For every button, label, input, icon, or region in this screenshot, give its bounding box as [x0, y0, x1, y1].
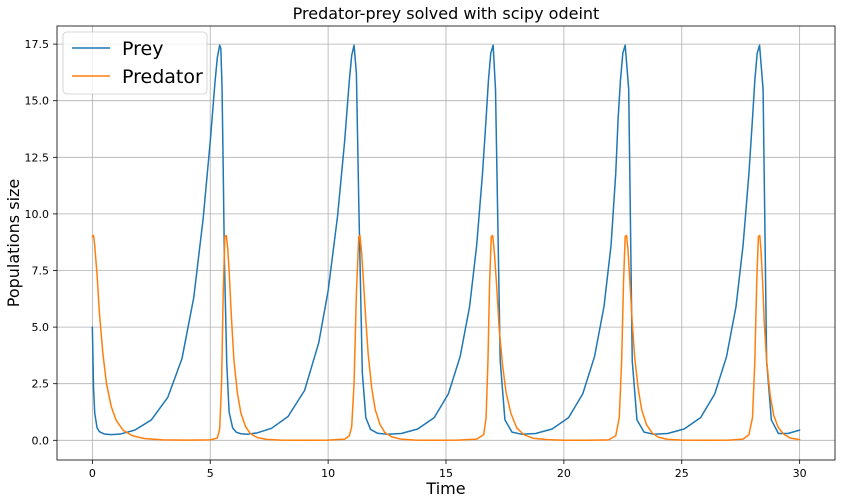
x-tick-label: 25: [675, 467, 689, 480]
x-tick-label: 10: [321, 467, 335, 480]
y-tick-label: 0.0: [32, 434, 50, 447]
y-tick-label: 12.5: [25, 151, 50, 164]
x-tick-label: 30: [793, 467, 807, 480]
x-tick-label: 0: [89, 467, 96, 480]
x-axis-label: Time: [425, 479, 465, 498]
y-tick-label: 7.5: [32, 265, 50, 278]
series-line-prey: [91, 44, 801, 436]
x-axis-ticks: 0 5 10 15 20 25 30: [89, 460, 807, 480]
y-tick-label: 5.0: [32, 321, 50, 334]
y-tick-label: 2.5: [32, 378, 50, 391]
chart-title: Predator-prey solved with scipy odeint: [293, 4, 600, 23]
legend-label-predator: Predator: [122, 66, 203, 88]
legend: Prey Predator: [62, 31, 208, 95]
y-axis-label: Populations size: [4, 179, 23, 308]
series-line-predator: [91, 234, 801, 442]
x-tick-label: 20: [557, 467, 571, 480]
y-tick-label: 10.0: [25, 208, 50, 221]
y-axis-ticks: 0.0 2.5 5.0 7.5 10.0 12.5 15.0 17.5: [25, 38, 57, 447]
series-lines: [91, 44, 801, 442]
y-tick-label: 15.0: [25, 95, 50, 108]
legend-label-prey: Prey: [122, 38, 163, 60]
x-tick-label: 15: [439, 467, 453, 480]
x-tick-label: 5: [207, 467, 214, 480]
y-tick-label: 17.5: [25, 38, 50, 51]
